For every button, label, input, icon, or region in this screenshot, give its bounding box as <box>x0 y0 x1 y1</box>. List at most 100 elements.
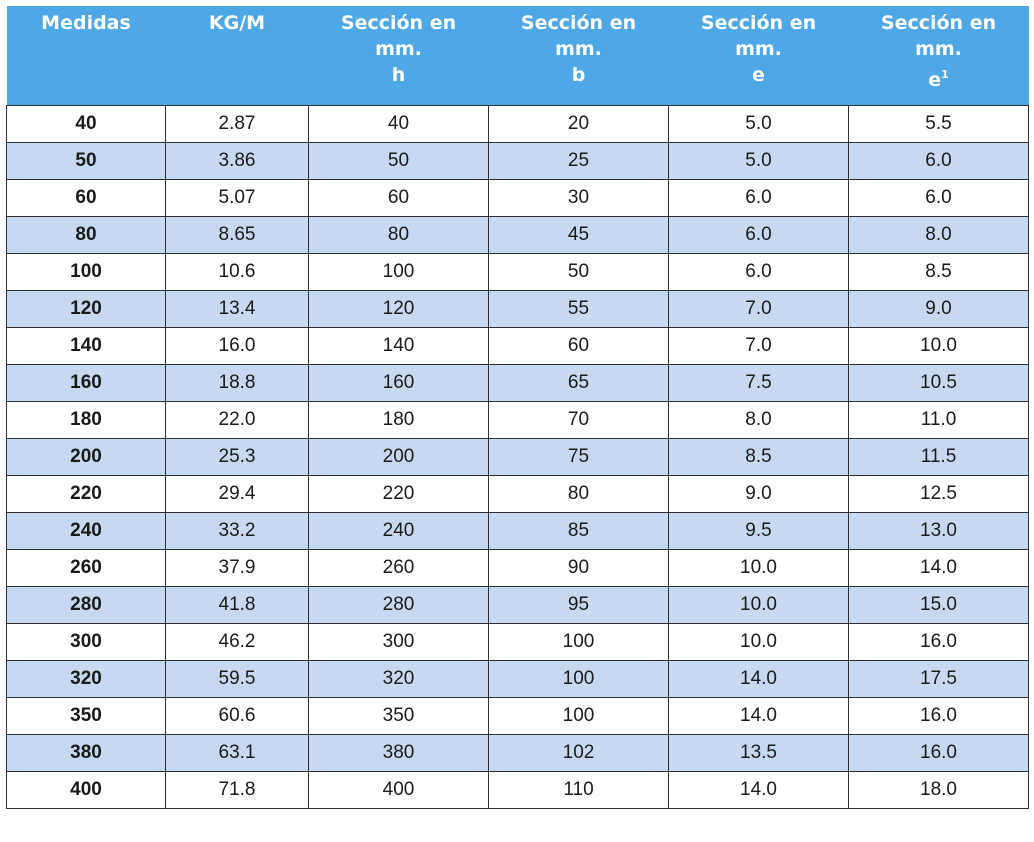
table-cell: 3.86 <box>165 141 309 180</box>
table-cell: 11.0 <box>848 400 1029 439</box>
cell-medida: 300 <box>6 622 166 661</box>
header-line: h <box>391 64 406 86</box>
table-cell: 8.0 <box>848 215 1029 254</box>
header-medidas: Medidas <box>6 6 166 105</box>
table-cell: 55 <box>488 289 669 328</box>
table-cell: 65 <box>488 363 669 402</box>
header-line: mm. <box>555 38 602 60</box>
table-cell: 33.2 <box>165 511 309 550</box>
cell-medida: 100 <box>6 252 166 291</box>
header-seccion-b: Sección en mm. b <box>488 6 669 105</box>
table-cell: 18.0 <box>848 770 1029 809</box>
cell-medida: 380 <box>6 733 166 772</box>
table-cell: 22.0 <box>165 400 309 439</box>
table-cell: 9.5 <box>668 511 849 550</box>
table-row: 100 10.6 100 50 6.0 8.5 <box>6 252 1029 291</box>
table-body: 40 2.87 40 20 5.0 5.5 50 3.86 50 25 5.0 6.0 60 5.07 60… <box>6 104 1029 809</box>
table-cell: 59.5 <box>165 659 309 698</box>
table-cell: 5.07 <box>165 178 309 217</box>
table-cell: 14.0 <box>668 770 849 809</box>
header-line: KG/M <box>208 12 266 34</box>
table-cell: 6.0 <box>668 252 849 291</box>
table-row: 350 60.6 350 100 14.0 16.0 <box>6 696 1029 735</box>
table-cell: 2.87 <box>165 104 309 143</box>
table-cell: 10.0 <box>668 622 849 661</box>
header-seccion-e1: Sección en mm. e1 <box>848 6 1029 105</box>
cell-medida: 220 <box>6 474 166 513</box>
table-cell: 13.4 <box>165 289 309 328</box>
header-line: e1 <box>853 62 1025 93</box>
table-cell: 40 <box>308 104 489 143</box>
cell-medida: 400 <box>6 770 166 809</box>
table-cell: 380 <box>308 733 489 772</box>
table-row: 40 2.87 40 20 5.0 5.5 <box>6 104 1029 143</box>
header-kgm: KG/M <box>165 6 309 105</box>
table-cell: 9.0 <box>848 289 1029 328</box>
table-cell: 85 <box>488 511 669 550</box>
table-cell: 7.0 <box>668 326 849 365</box>
cell-medida: 120 <box>6 289 166 328</box>
table-row: 50 3.86 50 25 5.0 6.0 <box>6 141 1029 180</box>
header-line: mm. <box>375 38 422 60</box>
header-row: Medidas KG/M Sección en mm. h Sección en mm. b S… <box>6 6 1029 105</box>
cell-medida: 350 <box>6 696 166 735</box>
table-cell: 75 <box>488 437 669 476</box>
cell-medida: 260 <box>6 548 166 587</box>
table-cell: 20 <box>488 104 669 143</box>
table-cell: 29.4 <box>165 474 309 513</box>
table-cell: 140 <box>308 326 489 365</box>
header-line: mm. <box>915 38 962 60</box>
spec-table: Medidas KG/M Sección en mm. h Sección en mm. b S… <box>6 6 1029 809</box>
table-cell: 8.0 <box>668 400 849 439</box>
table-cell: 14.0 <box>668 696 849 735</box>
table-cell: 12.5 <box>848 474 1029 513</box>
table-cell: 50 <box>308 141 489 180</box>
table-cell: 16.0 <box>165 326 309 365</box>
table-row: 140 16.0 140 60 7.0 10.0 <box>6 326 1029 365</box>
table-cell: 110 <box>488 770 669 809</box>
table-cell: 80 <box>308 215 489 254</box>
table-cell: 100 <box>488 659 669 698</box>
table-cell: 8.5 <box>848 252 1029 291</box>
table-cell: 13.0 <box>848 511 1029 550</box>
table-cell: 60 <box>308 178 489 217</box>
table-cell: 10.5 <box>848 363 1029 402</box>
table-cell: 240 <box>308 511 489 550</box>
cell-medida: 60 <box>6 178 166 217</box>
table-cell: 6.0 <box>668 215 849 254</box>
table-cell: 16.0 <box>848 733 1029 772</box>
table-cell: 10.0 <box>848 326 1029 365</box>
table-cell: 6.0 <box>848 178 1029 217</box>
table-cell: 5.0 <box>668 141 849 180</box>
table-cell: 300 <box>308 622 489 661</box>
table-cell: 90 <box>488 548 669 587</box>
table-row: 200 25.3 200 75 8.5 11.5 <box>6 437 1029 476</box>
cell-medida: 280 <box>6 585 166 624</box>
cell-medida: 50 <box>6 141 166 180</box>
table-cell: 25.3 <box>165 437 309 476</box>
table-cell: 180 <box>308 400 489 439</box>
cell-medida: 320 <box>6 659 166 698</box>
table-cell: 7.5 <box>668 363 849 402</box>
table-cell: 17.5 <box>848 659 1029 698</box>
table-cell: 6.0 <box>668 178 849 217</box>
header-line: Sección en <box>520 12 637 34</box>
table-cell: 350 <box>308 696 489 735</box>
table-cell: 18.8 <box>165 363 309 402</box>
table-cell: 37.9 <box>165 548 309 587</box>
table-cell: 8.5 <box>668 437 849 476</box>
table-row: 160 18.8 160 65 7.5 10.5 <box>6 363 1029 402</box>
table-cell: 80 <box>488 474 669 513</box>
table-cell: 10.0 <box>668 585 849 624</box>
table-cell: 16.0 <box>848 622 1029 661</box>
table-cell: 5.5 <box>848 104 1029 143</box>
table-row: 120 13.4 120 55 7.0 9.0 <box>6 289 1029 328</box>
table-cell: 46.2 <box>165 622 309 661</box>
header-line: b <box>571 64 586 86</box>
header-line-text: e <box>928 69 942 91</box>
cell-medida: 140 <box>6 326 166 365</box>
cell-medida: 40 <box>6 104 166 143</box>
table-cell: 9.0 <box>668 474 849 513</box>
table-cell: 8.65 <box>165 215 309 254</box>
table-row: 320 59.5 320 100 14.0 17.5 <box>6 659 1029 698</box>
